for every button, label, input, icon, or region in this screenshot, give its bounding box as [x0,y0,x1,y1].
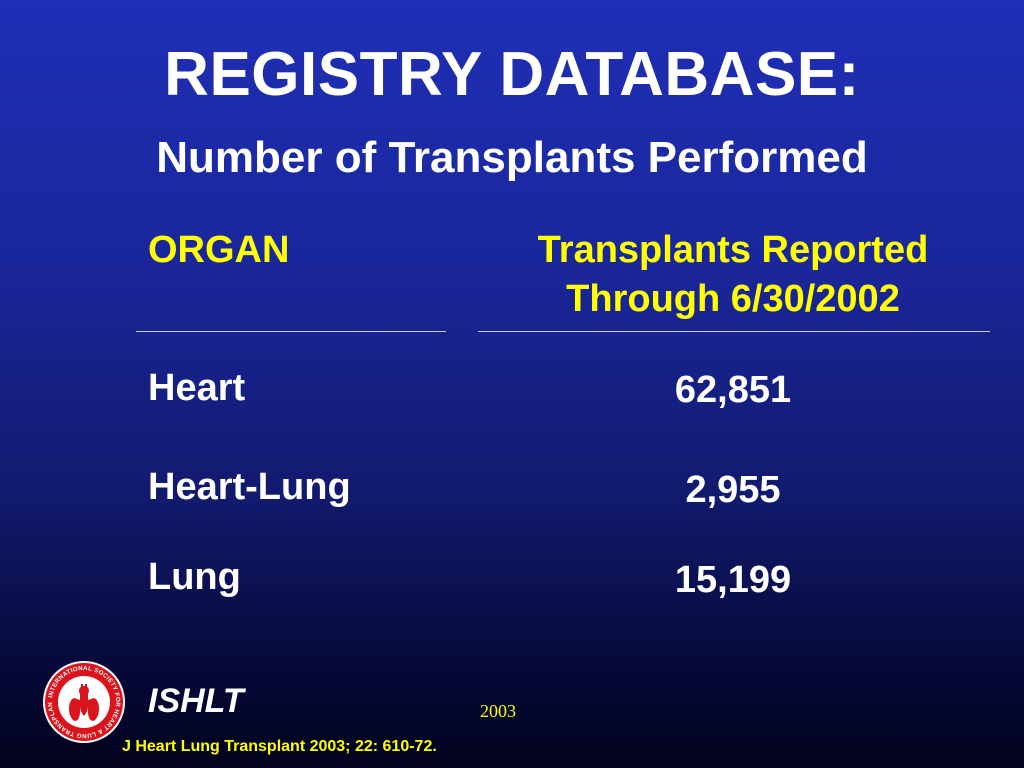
organ-column-header: ORGAN [148,229,290,271]
organ-cell: Heart-Lung [148,466,351,508]
ishlt-label: ISHLT [148,682,244,720]
year-label: 2003 [480,701,516,721]
organ-cell: Heart [148,367,246,409]
organ-cell: Lung [148,556,241,598]
journal-citation: J Heart Lung Transplant 2003; 22: 610-72… [122,738,437,755]
count-cell: 62,851 [674,369,792,411]
slide-subtitle: Number of Transplants Performed [156,133,868,182]
transplants-header-divider [478,331,990,332]
ishlt-seal-icon: INTERNATIONAL SOCIETY FOR HEART & LUNG T… [39,655,125,743]
organ-header-divider [136,331,446,332]
transplants-header-line-2: Through 6/30/2002 [566,277,900,320]
count-cell: 2,955 [685,469,781,511]
count-cell: 15,199 [674,559,792,601]
transplants-header-line-1: Transplants Reported [537,229,929,271]
transplants-column-header: Transplants Reported Through 6/30/2002 [496,226,970,323]
slide-title: REGISTRY DATABASE: [164,40,860,109]
ishlt-logo: INTERNATIONAL SOCIETY FOR HEART & LUNG T… [39,655,126,744]
